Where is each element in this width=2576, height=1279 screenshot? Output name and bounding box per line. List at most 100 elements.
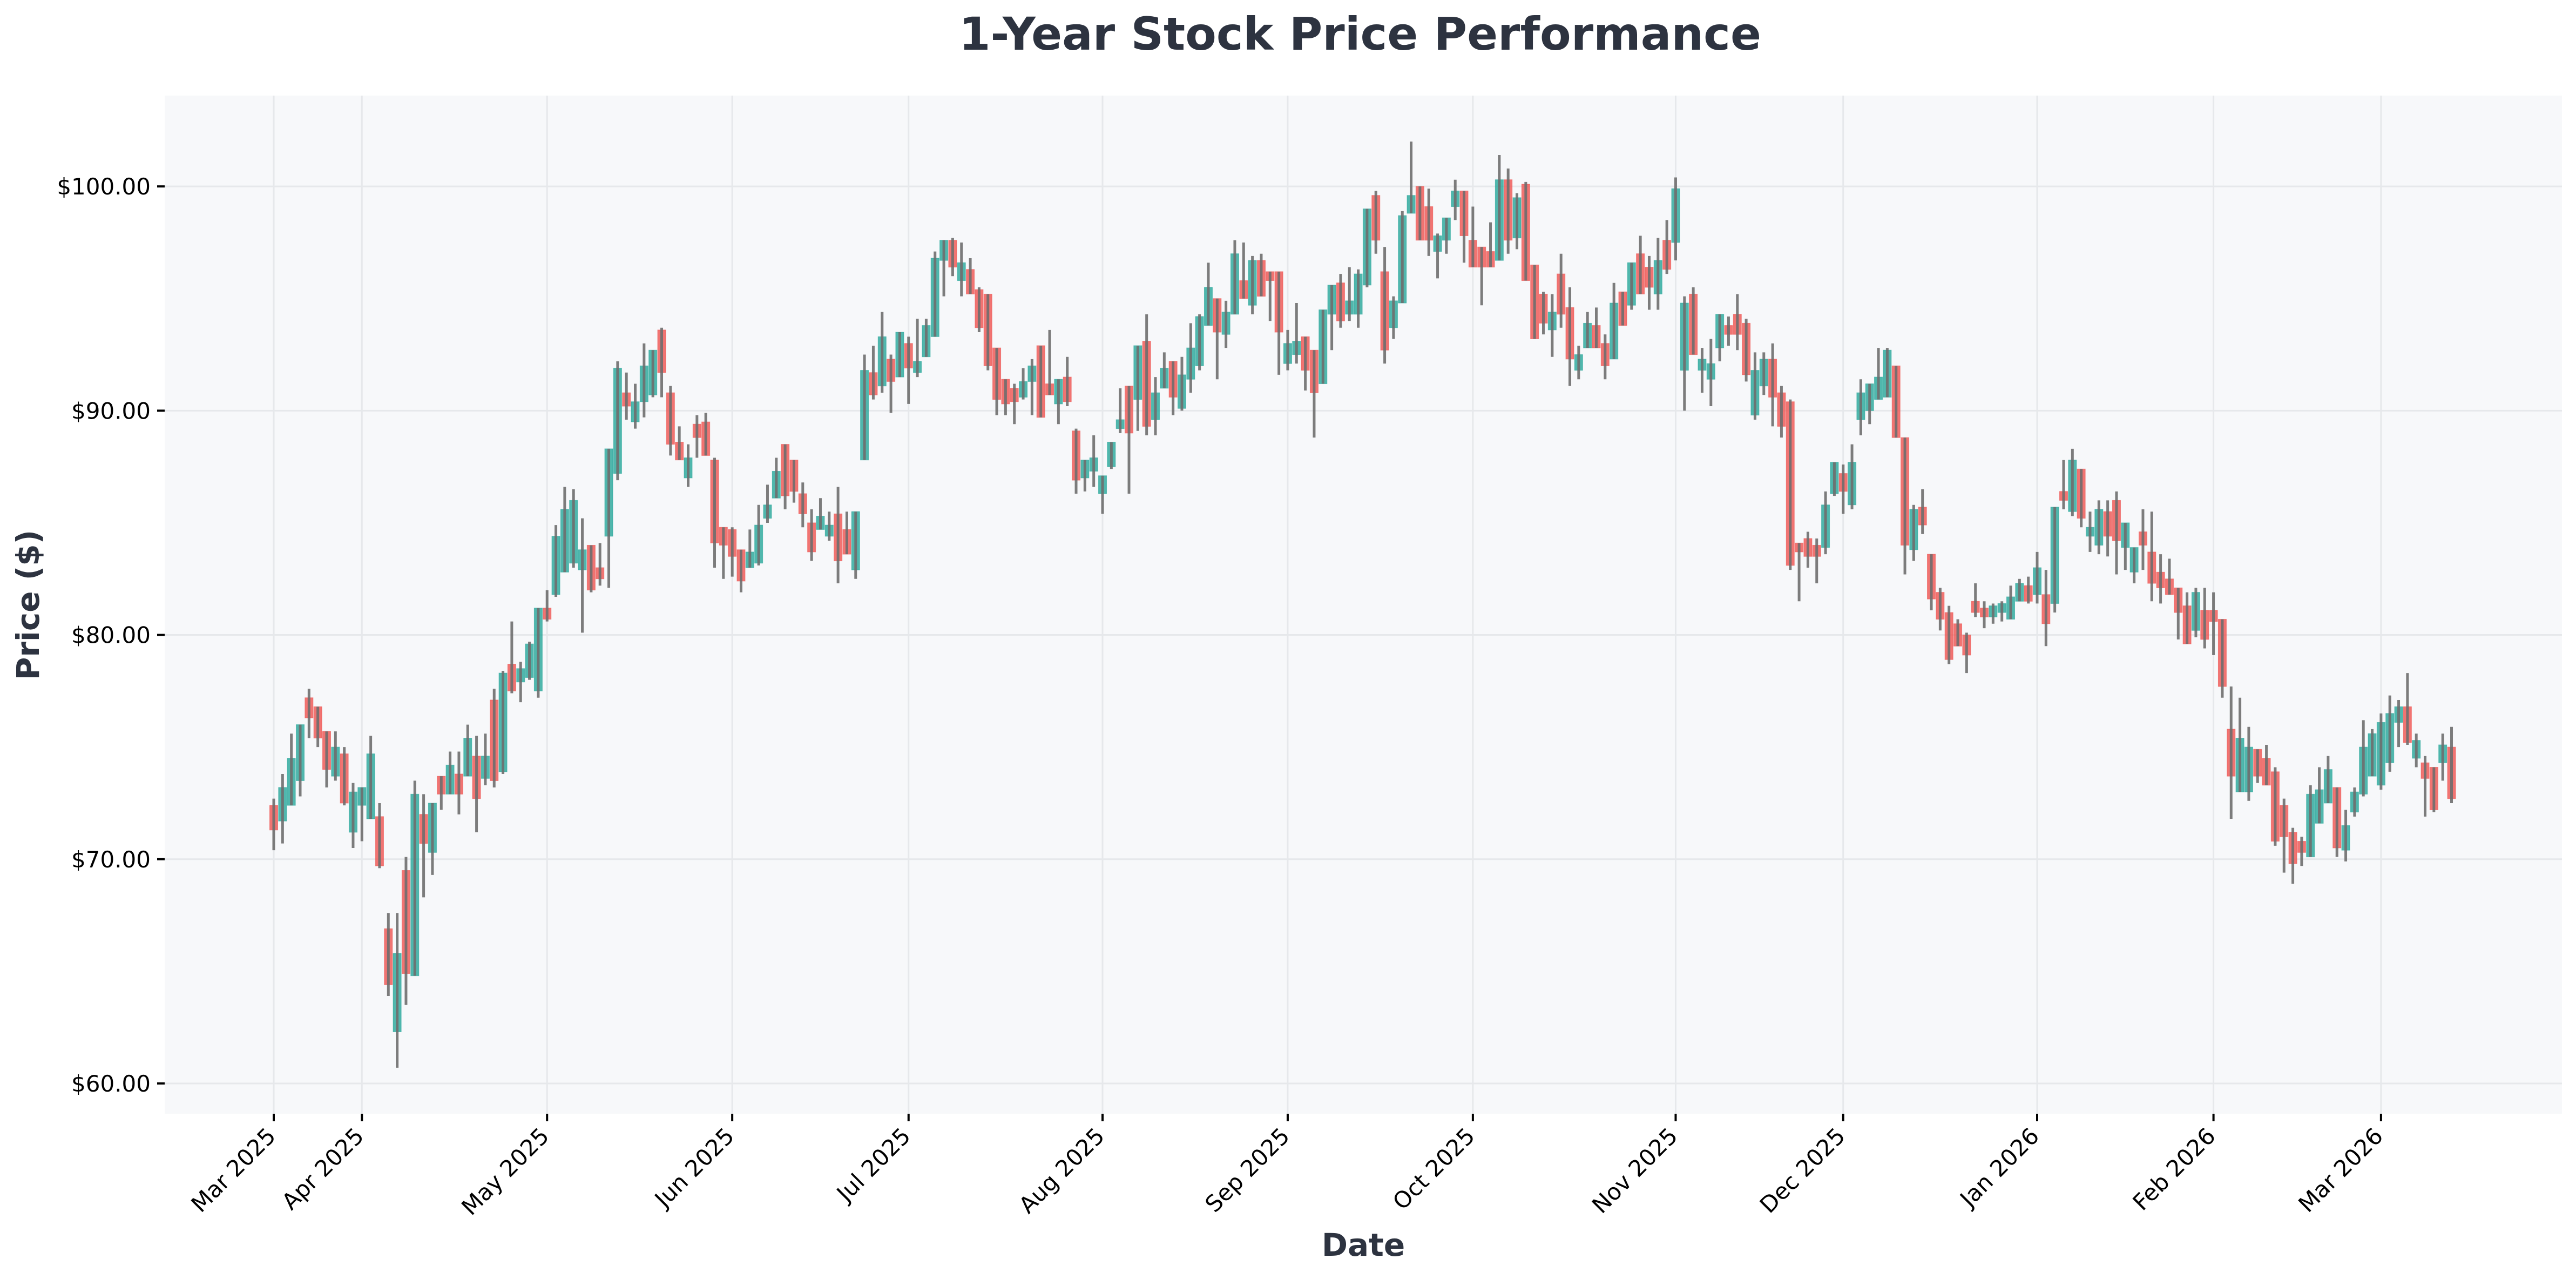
candle-down <box>869 345 878 400</box>
candle-down <box>1592 307 1601 348</box>
candle-down <box>1971 583 1980 617</box>
candles <box>269 142 2456 1068</box>
y-tick-label: $70.00 <box>71 846 151 873</box>
candle-down <box>710 457 719 568</box>
candle-up <box>1495 155 1504 261</box>
candle-down <box>2262 744 2271 786</box>
candle-down <box>948 238 957 277</box>
y-tick-label: $60.00 <box>71 1071 151 1097</box>
candle-up <box>2368 729 2377 777</box>
candle-up <box>1327 285 1336 351</box>
candle-down <box>1768 343 1777 427</box>
candle-down <box>586 544 596 593</box>
candle-up <box>2068 448 2077 516</box>
candle-down <box>904 336 913 404</box>
x-tick-label: Apr 2025 <box>276 1122 369 1215</box>
candle-up <box>2006 585 2016 620</box>
candle-up <box>1583 312 1592 348</box>
candle-down <box>1415 186 1424 241</box>
candle-up <box>648 349 658 398</box>
candle-up <box>1204 262 1213 326</box>
candle-up <box>957 242 966 297</box>
candle-up <box>1089 435 1098 487</box>
candle-down <box>305 689 314 738</box>
x-tick-label: May 2025 <box>456 1122 554 1220</box>
candle-down <box>1742 319 1751 382</box>
candle-down <box>1662 220 1672 274</box>
candle-down <box>2209 592 2218 655</box>
candle-up <box>1547 294 1557 357</box>
candle-up <box>481 733 490 785</box>
candle-up <box>2385 695 2395 772</box>
candle-up <box>2085 511 2094 552</box>
candle-up <box>2033 551 2041 604</box>
candle-down <box>1213 298 1222 380</box>
candle-down <box>2429 767 2438 812</box>
candle-down <box>1072 428 1081 494</box>
candle-down <box>507 621 516 694</box>
candle-down <box>1795 542 1804 602</box>
candle-up <box>2235 697 2244 792</box>
x-tick-label: Nov 2025 <box>1587 1122 1683 1219</box>
candle-down <box>842 511 851 555</box>
candle-up <box>1883 348 1892 398</box>
candle-down <box>975 287 984 333</box>
candle-down <box>2103 500 2112 557</box>
candle-up <box>604 448 613 588</box>
candle-up <box>1133 345 1142 431</box>
candle-down <box>1380 247 1389 364</box>
candle-up <box>851 511 860 579</box>
candle-down <box>657 327 666 398</box>
candle-down <box>2403 673 2412 745</box>
candle-up <box>1680 296 1689 411</box>
candle-down <box>1045 329 1054 395</box>
candle-down <box>2253 749 2262 783</box>
candle-up <box>2315 767 2324 824</box>
candle-down <box>384 913 393 997</box>
candle-up <box>2015 578 2024 602</box>
candle-up <box>877 312 887 393</box>
candle-up <box>1107 441 1116 469</box>
candle-up <box>922 319 931 358</box>
candle-down <box>313 706 322 748</box>
candle-down <box>1600 334 1610 380</box>
candle-up <box>357 787 367 842</box>
candle-down <box>887 354 896 413</box>
x-tick-label: Feb 2026 <box>2127 1122 2220 1215</box>
candle-down <box>2156 554 2165 604</box>
candle-up <box>1865 383 1874 425</box>
candle-up <box>1759 352 1768 395</box>
candle-up <box>1433 233 1442 279</box>
candle-up <box>1054 379 1063 425</box>
candle-down <box>2112 491 2121 575</box>
candle-up <box>1345 267 1354 321</box>
candle-down <box>807 509 816 561</box>
candle-up <box>1451 179 1460 220</box>
candle-up <box>860 354 869 461</box>
candle-down <box>1936 588 1945 631</box>
candle-down <box>2421 756 2430 817</box>
candle-down <box>1980 601 1989 629</box>
candle-down <box>340 747 349 806</box>
candle-down <box>269 798 278 851</box>
candle-up <box>1715 314 1725 362</box>
candle-down <box>2280 798 2289 873</box>
candle-down <box>2182 592 2192 644</box>
x-tick-label: Jul 2025 <box>830 1122 916 1208</box>
candle-down <box>1468 206 1477 268</box>
candle-down <box>596 543 605 586</box>
y-tick-label: $80.00 <box>71 622 151 649</box>
candle-up <box>2341 810 2350 861</box>
candle-up <box>1706 339 1715 407</box>
candle-down <box>2332 787 2342 857</box>
candle-down <box>1521 181 1530 281</box>
candle-up <box>1574 345 1583 380</box>
candle-down <box>437 776 446 810</box>
candle-up <box>1909 504 1918 561</box>
candle-down <box>419 794 428 898</box>
candle-down <box>2270 767 2280 846</box>
candle-down <box>692 415 701 458</box>
candle-down <box>401 857 410 1005</box>
